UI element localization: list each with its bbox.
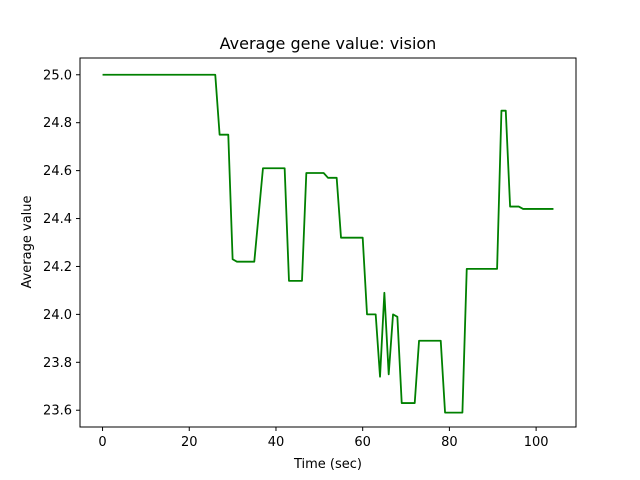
y-tick-label: 25.0 [43,68,72,83]
x-tick-label: 100 [524,435,549,450]
plot-area: 0 20 40 60 80 100 23.6 23.8 24.0 24.2 24.4 24.6 24.8… [43,57,577,450]
y-tick-label: 24.8 [43,116,72,131]
series-line-0 [102,73,554,414]
x-tick-label: 80 [441,435,458,450]
y-axis-label: Average value [20,195,35,288]
y-tick-label: 24.4 [43,212,72,227]
y-tick-label: 23.8 [43,356,72,371]
y-tick-label: 23.6 [43,404,72,419]
x-tick-label: 0 [98,435,106,450]
x-tick-label: 40 [268,435,285,450]
x-tick-label: 60 [354,435,371,450]
plot-frame [79,57,577,428]
y-tick-label: 24.2 [43,260,72,275]
y-tick-label: 24.0 [43,308,72,323]
chart-title: Average gene value: vision [220,34,437,53]
x-axis-label: Time (sec) [293,457,362,472]
x-tick-label: 20 [181,435,198,450]
y-tick-label: 24.6 [43,164,72,179]
